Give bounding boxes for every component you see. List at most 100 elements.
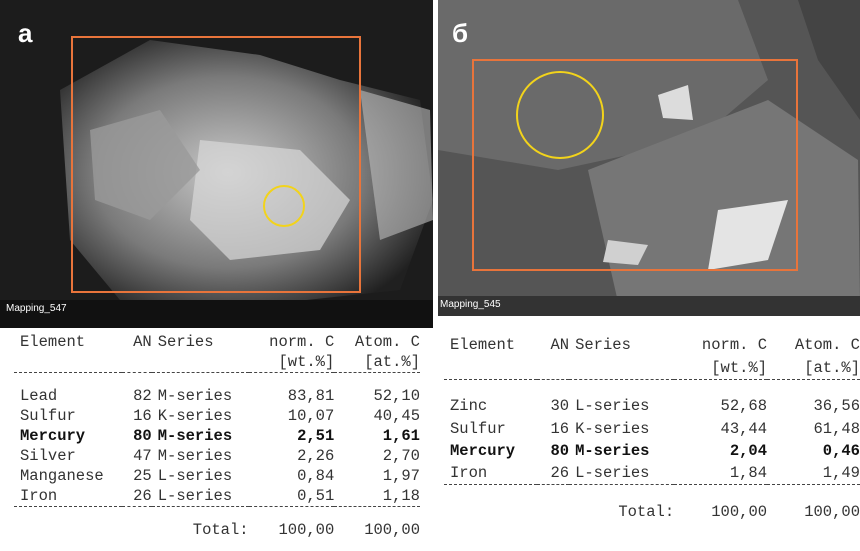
data-cell: 2,70 xyxy=(334,446,420,466)
data-cell: 1,49 xyxy=(767,462,860,485)
data-cell: 0,46 xyxy=(767,440,860,463)
data-cell: 1,61 xyxy=(334,426,420,446)
separator xyxy=(444,379,860,395)
header-cell: AN xyxy=(537,334,569,357)
header-cell: norm. C xyxy=(674,334,767,357)
data-cell: 25 xyxy=(122,466,152,486)
data-cell: 82 xyxy=(122,386,152,406)
header-cell: Atom. C xyxy=(767,334,860,357)
image-caption: Mapping_545 xyxy=(440,299,501,310)
data-cell: 36,56 xyxy=(767,395,860,418)
units-cell: [wt.%] xyxy=(249,352,335,372)
data-cell: 0,51 xyxy=(249,486,335,506)
units-row: [wt.%][at.%] xyxy=(444,357,860,380)
data-cell: 43,44 xyxy=(674,417,767,440)
units-row: [wt.%][at.%] xyxy=(14,352,420,372)
header-cell: Series xyxy=(569,334,674,357)
header-cell: norm. C xyxy=(249,332,335,352)
data-cell: 1,97 xyxy=(334,466,420,486)
data-cell: L-series xyxy=(569,395,674,418)
data-cell: Lead xyxy=(14,386,122,406)
data-cell: Manganese xyxy=(14,466,122,486)
sem-image-a xyxy=(0,0,433,328)
data-cell: 80 xyxy=(537,440,569,463)
data-cell: M-series xyxy=(569,440,674,463)
data-cell: 16 xyxy=(122,406,152,426)
empty-cell xyxy=(444,501,537,524)
data-cell: M-series xyxy=(152,446,249,466)
empty-cell xyxy=(122,520,152,540)
data-cell: L-series xyxy=(569,462,674,485)
header-cell: Atom. C xyxy=(334,332,420,352)
data-cell: Mercury xyxy=(444,440,537,463)
data-cell: K-series xyxy=(569,417,674,440)
total-label: Total: xyxy=(569,501,674,524)
data-cell: 2,26 xyxy=(249,446,335,466)
header-cell: Series xyxy=(152,332,249,352)
separator-line xyxy=(14,372,420,386)
empty-cell xyxy=(14,352,122,372)
separator-line xyxy=(444,379,860,395)
data-cell: 61,48 xyxy=(767,417,860,440)
empty-cell xyxy=(14,520,122,540)
data-cell: 16 xyxy=(537,417,569,440)
units-cell: [at.%] xyxy=(767,357,860,380)
total-cell: 100,00 xyxy=(674,501,767,524)
units-cell: [at.%] xyxy=(334,352,420,372)
empty-cell xyxy=(537,501,569,524)
data-cell: 40,45 xyxy=(334,406,420,426)
data-cell: Iron xyxy=(14,486,122,506)
sem-image-b xyxy=(438,0,860,328)
data-cell: Silver xyxy=(14,446,122,466)
data-cell: L-series xyxy=(152,486,249,506)
data-cell: M-series xyxy=(152,426,249,446)
total-cell: 100,00 xyxy=(249,520,335,540)
data-cell: Sulfur xyxy=(444,417,537,440)
data-cell: 52,10 xyxy=(334,386,420,406)
data-cell: 52,68 xyxy=(674,395,767,418)
empty-cell xyxy=(122,352,152,372)
data-cell: 1,18 xyxy=(334,486,420,506)
data-cell: Iron xyxy=(444,462,537,485)
data-cell: Zinc xyxy=(444,395,537,418)
separator-line xyxy=(444,485,860,501)
empty-cell xyxy=(444,357,537,380)
data-cell: K-series xyxy=(152,406,249,426)
separator xyxy=(444,485,860,501)
page: а б Mapping_547 Mapping_545 ElementANSer… xyxy=(0,0,860,551)
data-cell: 80 xyxy=(122,426,152,446)
total-label: Total: xyxy=(152,520,249,540)
total-cell: 100,00 xyxy=(334,520,420,540)
header-cell: AN xyxy=(122,332,152,352)
data-cell: 30 xyxy=(537,395,569,418)
empty-cell xyxy=(569,357,674,380)
panel-label: б xyxy=(452,18,468,49)
empty-cell xyxy=(152,352,249,372)
data-cell: 2,51 xyxy=(249,426,335,446)
data-cell: M-series xyxy=(152,386,249,406)
data-cell: 26 xyxy=(537,462,569,485)
data-cell: 83,81 xyxy=(249,386,335,406)
data-cell: L-series xyxy=(152,466,249,486)
separator-line xyxy=(14,506,420,520)
total-cell: 100,00 xyxy=(767,501,860,524)
separator xyxy=(14,372,420,386)
header-cell: Element xyxy=(444,334,537,357)
panel-label: а xyxy=(18,18,32,49)
data-cell: 26 xyxy=(122,486,152,506)
data-cell: Mercury xyxy=(14,426,122,446)
